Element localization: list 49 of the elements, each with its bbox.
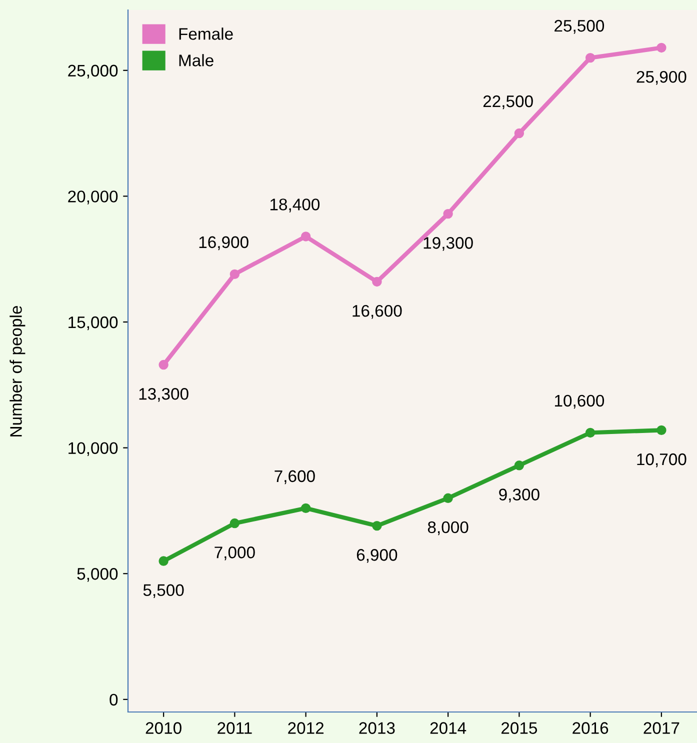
point [514, 460, 524, 470]
point [656, 425, 666, 436]
data-label: 7,000 [214, 546, 255, 560]
point [443, 493, 453, 503]
data-label: 7,600 [274, 470, 315, 484]
point [230, 518, 240, 528]
x-tick-label: 2015 [501, 722, 538, 734]
data-label: 19,300 [424, 237, 473, 251]
point [158, 360, 168, 370]
data-label: 5,500 [143, 584, 184, 598]
y-tick-label: 25,000 [68, 64, 118, 79]
legend-label: Male [179, 54, 214, 66]
y-tick-label: 10,000 [68, 442, 118, 456]
x-tick-label: 2012 [288, 722, 324, 734]
point [372, 520, 382, 531]
data-label: 10,700 [637, 453, 686, 468]
y-tick-label: 5,000 [77, 568, 118, 582]
x-tick-label: 2016 [572, 722, 608, 734]
x-tick-label: 2013 [359, 722, 395, 734]
data-label: 6,900 [356, 549, 398, 563]
legend-label: Female [179, 28, 233, 40]
point [443, 208, 453, 219]
x-tick-label: 2011 [218, 722, 252, 734]
data-label: 16,600 [352, 304, 402, 319]
data-label: 8,000 [428, 521, 468, 536]
point [585, 428, 596, 438]
point [300, 503, 311, 514]
x-tick-label: 2014 [430, 722, 466, 734]
y-tick-label: 20,000 [68, 190, 118, 204]
data-label: 18,400 [270, 198, 320, 212]
data-label: 9,300 [499, 488, 540, 502]
y-tick-label: 0 [110, 694, 118, 706]
point [585, 52, 596, 63]
point [300, 232, 311, 242]
x-tick-label: 2017 [644, 722, 680, 734]
point [514, 128, 524, 138]
y-tick-label: 15,000 [68, 316, 118, 330]
data-label: 10,600 [554, 394, 604, 409]
point [230, 269, 240, 280]
point [656, 42, 666, 53]
y-axis-title: Number of people [10, 306, 26, 436]
x-tick-label: 2010 [146, 722, 182, 734]
data-label: 25,900 [636, 70, 686, 85]
data-label: 13,300 [139, 388, 188, 402]
data-label: 22,500 [483, 95, 533, 110]
point [158, 556, 168, 566]
data-label: 25,500 [554, 20, 604, 34]
data-label: 16,900 [199, 236, 248, 250]
point [372, 276, 382, 287]
